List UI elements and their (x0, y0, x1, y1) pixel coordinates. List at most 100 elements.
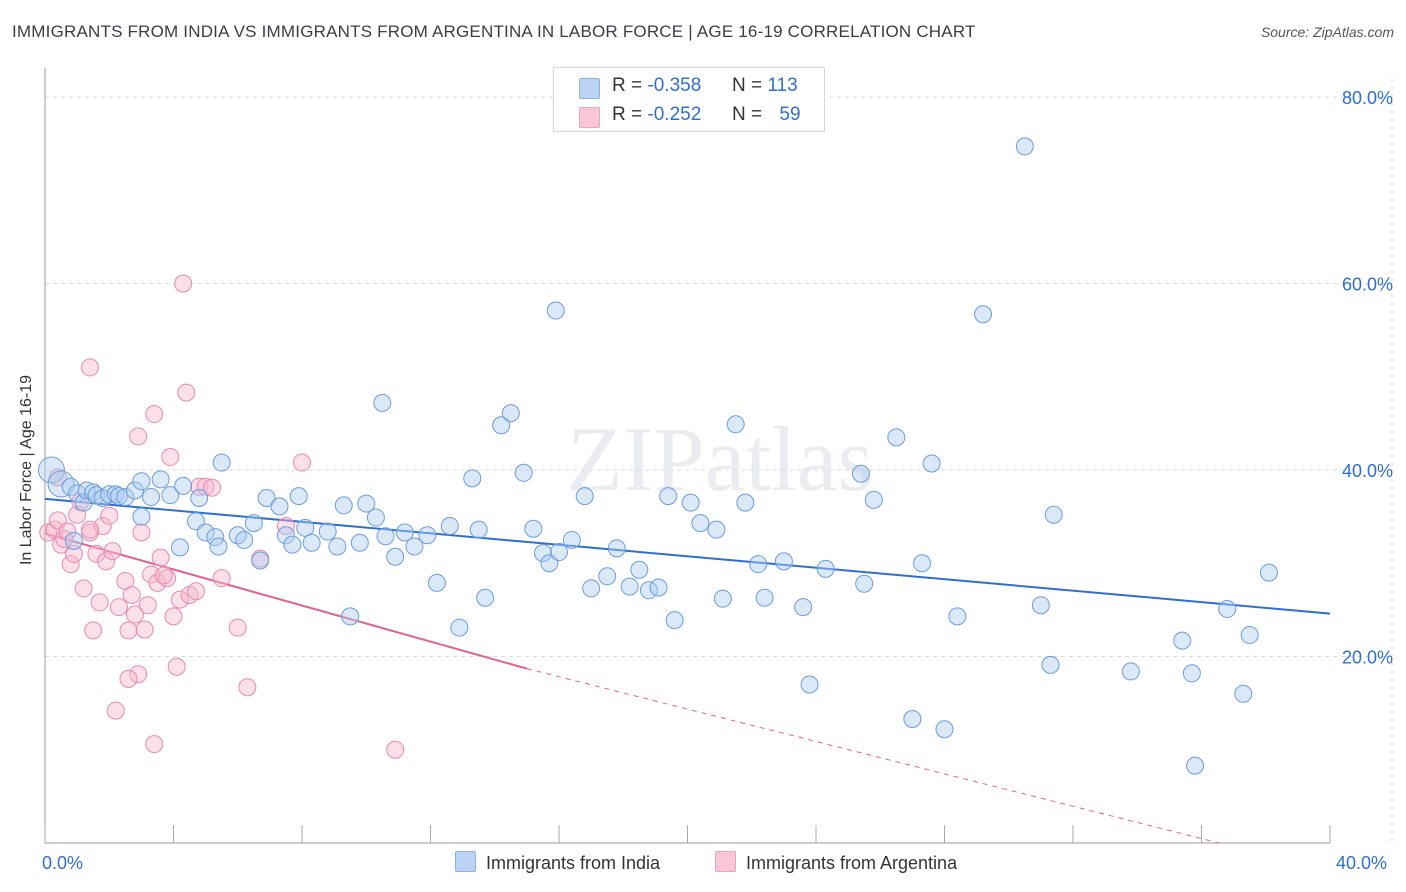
india-point (1121, 662, 1140, 681)
india-point (736, 493, 755, 512)
argentina-point (148, 573, 167, 592)
india-point (109, 487, 128, 506)
india-point (774, 552, 793, 571)
india-point (1173, 631, 1192, 650)
argentina-point (129, 427, 148, 446)
argentina-point (64, 544, 83, 563)
argentina-point (196, 477, 215, 496)
india-point (948, 607, 967, 626)
india-point (440, 516, 459, 535)
argentina-point (164, 607, 183, 626)
argentina-point (132, 523, 151, 542)
argentina-point (203, 478, 222, 497)
bottom-legend-india: Immigrants from India (455, 851, 660, 874)
india-point (357, 494, 376, 513)
india-point (334, 496, 353, 515)
india-point (607, 539, 626, 558)
argentina-point (238, 678, 257, 697)
argentina-point (161, 447, 180, 466)
argentina-point (174, 274, 193, 293)
india-point (665, 611, 684, 630)
india-point (533, 543, 552, 562)
argentina-point (106, 701, 125, 720)
gridlines (45, 78, 1393, 843)
india-point (463, 469, 482, 488)
india-point (649, 578, 668, 597)
india-point (851, 464, 870, 483)
argentina-points (39, 274, 405, 759)
india-point (47, 470, 75, 498)
india-point (341, 607, 360, 626)
india-point (562, 530, 581, 549)
india-point (405, 537, 424, 556)
bottom-legend-swatch-argentina (715, 851, 736, 872)
argentina-point (74, 579, 93, 598)
india-point (922, 454, 941, 473)
legend: R = -0.358 N = 113 R = -0.252 N = 59 (553, 67, 825, 132)
argentina-point (84, 621, 103, 640)
argentina-point (80, 520, 99, 539)
argentina-point (228, 618, 247, 637)
india-point (132, 507, 151, 526)
india-point (794, 598, 813, 617)
india-point (691, 514, 710, 533)
india-point (800, 675, 819, 694)
india-point (386, 547, 405, 566)
india-point (376, 527, 395, 546)
india-points (37, 137, 1278, 775)
india-point (296, 518, 315, 537)
argentina-point (151, 548, 170, 567)
india-point (125, 481, 144, 500)
argentina-point (145, 735, 164, 754)
india-point (228, 526, 247, 545)
india-point (1234, 684, 1253, 703)
argentina-trend-dashed (526, 668, 1220, 844)
argentina-point (276, 516, 295, 535)
india-point (1182, 664, 1201, 683)
bottom-legend-swatch-india (455, 851, 476, 872)
argentina-point (103, 542, 122, 561)
india-point (276, 526, 295, 545)
india-point (235, 530, 254, 549)
x-tick-min: 0.0% (42, 853, 84, 873)
legend-row-india: R = -0.358 N = 113 (554, 72, 824, 102)
argentina-point (80, 358, 99, 377)
india-point (726, 415, 745, 434)
legend-swatch-india (579, 78, 600, 99)
argentina-point (138, 596, 157, 615)
y-tick-label: 40.0% (1342, 461, 1393, 481)
india-point (1015, 137, 1034, 156)
argentina-point (135, 620, 154, 639)
india-point (427, 573, 446, 592)
india-point (84, 483, 103, 502)
india-point (749, 555, 768, 574)
argentina-point (122, 585, 141, 604)
india-point (350, 533, 369, 552)
india-point (132, 472, 151, 491)
india-point (713, 589, 732, 608)
india-point (196, 523, 215, 542)
trend-lines (44, 497, 1331, 844)
india-point (244, 514, 263, 533)
india-point (524, 519, 543, 538)
argentina-point (61, 555, 80, 574)
india-point (974, 305, 993, 324)
india-point (492, 416, 511, 435)
india-point (37, 456, 65, 484)
india-point (816, 559, 835, 578)
india-point (116, 488, 135, 507)
india-point (289, 487, 308, 506)
argentina-point (386, 740, 405, 759)
india-point (707, 520, 726, 539)
india-point (659, 487, 678, 506)
india-point (575, 487, 594, 506)
bottom-legend-argentina: Immigrants from Argentina (715, 851, 957, 874)
argentina-point (170, 590, 189, 609)
india-point (887, 428, 906, 447)
legend-r-india: R = -0.358 (612, 75, 702, 96)
legend-row-argentina: R = -0.252 N = 59 (554, 101, 824, 131)
y-tick-labels: 20.0% 40.0% 60.0% 80.0% (1342, 88, 1393, 668)
india-point (864, 490, 883, 509)
india-point (366, 508, 385, 527)
india-point (257, 488, 276, 507)
